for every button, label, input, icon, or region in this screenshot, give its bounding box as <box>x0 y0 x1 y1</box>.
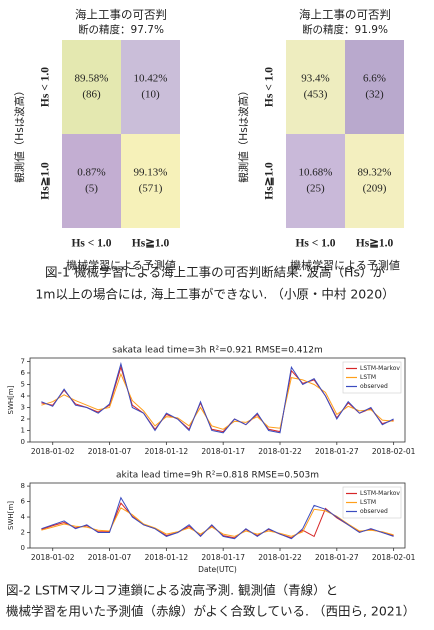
y-tick-label: 2 <box>21 529 25 537</box>
chart-title: akita lead time=9h R²=0.818 RMSE=0.503m <box>116 471 319 481</box>
cell-count: (5) <box>85 183 98 195</box>
x-axis-label: 機械学習による予測値 <box>290 258 400 272</box>
y-tick-label: 4 <box>21 392 26 400</box>
y-tick-label: 2 <box>21 415 25 423</box>
y-tick-label: 8 <box>21 482 25 490</box>
legend-label: observed <box>360 383 388 390</box>
y-tick-label: 4 <box>21 513 26 521</box>
y-tick-label: 0 <box>21 438 25 446</box>
col-label: Hs < 1.0 <box>295 238 335 250</box>
y-axis-label: 観測値（Hsは波高） <box>13 85 26 182</box>
matrix-cell <box>121 40 180 134</box>
matrix-cell <box>62 40 121 134</box>
y-tick-label: 0 <box>21 544 25 552</box>
legend-box <box>342 361 402 394</box>
row-label: Hs≧1.0 <box>40 162 52 200</box>
legend-label: LSTM <box>360 374 376 381</box>
x-tick-label: 2018-01-17 <box>201 447 245 456</box>
cell-percent: 10.42% <box>134 73 168 85</box>
col-label: Hs≧1.0 <box>132 238 170 250</box>
x-tick-label: 2018-01-07 <box>88 447 132 456</box>
y-tick-label: 3 <box>21 403 25 411</box>
y-tick-label: 1 <box>21 426 25 434</box>
y-axis-label: SWH[m] <box>7 385 15 414</box>
series-line <box>41 507 394 537</box>
caption: 図-2 LSTMマルコフ連鎖による波高予測. 観測値（青線）と <box>6 583 338 598</box>
cell-count: (10) <box>141 89 160 101</box>
col-label: Hs≧1.0 <box>356 238 394 250</box>
x-axis-label: Date(UTC) <box>198 565 237 574</box>
x-tick-label: 2018-01-17 <box>201 553 245 562</box>
legend-label: LSTM-Markov <box>360 490 400 497</box>
legend-label: LSTM-Markov <box>360 365 400 372</box>
x-tick-label: 2018-01-02 <box>31 447 75 456</box>
col-label: Hs < 1.0 <box>71 238 111 250</box>
matrix-cell <box>286 40 345 134</box>
matrix-cell <box>345 40 404 134</box>
caption: 図-1 機械学習による海上工事の可否判断結果. 波高（Hs）が <box>45 265 385 280</box>
x-tick-label: 2018-01-02 <box>31 553 75 562</box>
caption: 1m以上の場合には, 海上工事ができない. （小原・中村 2020） <box>35 287 394 302</box>
cell-percent: 6.6% <box>363 73 386 85</box>
row-label: Hs≧1.0 <box>264 162 276 200</box>
cell-percent: 99.13% <box>134 167 168 179</box>
cell-count: (571) <box>139 183 163 195</box>
series-line <box>41 502 394 539</box>
y-tick-label: 6 <box>21 498 26 506</box>
matrix-cell <box>345 134 404 228</box>
matrix-title: 海上工事の可否判 <box>75 8 167 22</box>
matrix-cell <box>286 134 345 228</box>
row-label: Hs < 1.0 <box>40 67 52 107</box>
cell-count: (32) <box>365 89 384 101</box>
x-tick-label: 2018-01-27 <box>315 447 359 456</box>
cell-count: (209) <box>363 183 387 195</box>
cell-percent: 10.68% <box>299 167 333 179</box>
legend-label: LSTM <box>360 499 376 506</box>
x-tick-label: 2018-01-12 <box>145 447 189 456</box>
plot-frame <box>29 482 406 549</box>
matrix-subtitle: 断の精度：91.9% <box>302 23 388 36</box>
matrix-cell <box>121 134 180 228</box>
cell-percent: 93.4% <box>301 73 329 85</box>
chart-title: sakata lead time=3h R²=0.921 RMSE=0.412m <box>112 346 323 356</box>
x-tick-label: 2018-01-22 <box>258 447 302 456</box>
series-line <box>41 365 394 433</box>
y-tick-label: 6 <box>21 369 26 377</box>
x-tick-label: 2018-02-01 <box>372 447 416 456</box>
y-axis-label: 観測値（Hsは波高） <box>237 85 250 182</box>
x-tick-label: 2018-01-12 <box>145 553 189 562</box>
cell-count: (25) <box>306 183 325 195</box>
x-tick-label: 2018-01-07 <box>88 553 132 562</box>
x-tick-label: 2018-01-22 <box>258 553 302 562</box>
row-label: Hs < 1.0 <box>264 67 276 107</box>
x-tick-label: 2018-01-27 <box>315 553 359 562</box>
series-line <box>41 496 394 540</box>
matrix-title: 海上工事の可否判 <box>299 8 391 22</box>
matrix-subtitle: 断の精度：97.7% <box>78 23 164 36</box>
cell-percent: 0.87% <box>77 167 105 179</box>
y-tick-label: 5 <box>21 380 25 388</box>
series-line <box>41 361 394 434</box>
y-tick-label: 7 <box>21 357 25 365</box>
matrix-cell <box>62 134 121 228</box>
cell-count: (86) <box>82 89 101 101</box>
y-axis-label: SWH[m] <box>7 501 15 530</box>
legend-label: observed <box>360 508 388 515</box>
cell-percent: 89.58% <box>75 73 109 85</box>
cell-count: (453) <box>304 89 328 101</box>
series-line <box>41 372 394 430</box>
x-axis-label: 機械学習による予測値 <box>66 258 176 272</box>
plot-frame <box>29 357 406 443</box>
x-tick-label: 2018-02-01 <box>372 553 416 562</box>
caption: 機械学習を用いた予測値（赤線）がよく合致している. （西田ら, 2021） <box>6 604 415 619</box>
cell-percent: 89.32% <box>358 167 392 179</box>
